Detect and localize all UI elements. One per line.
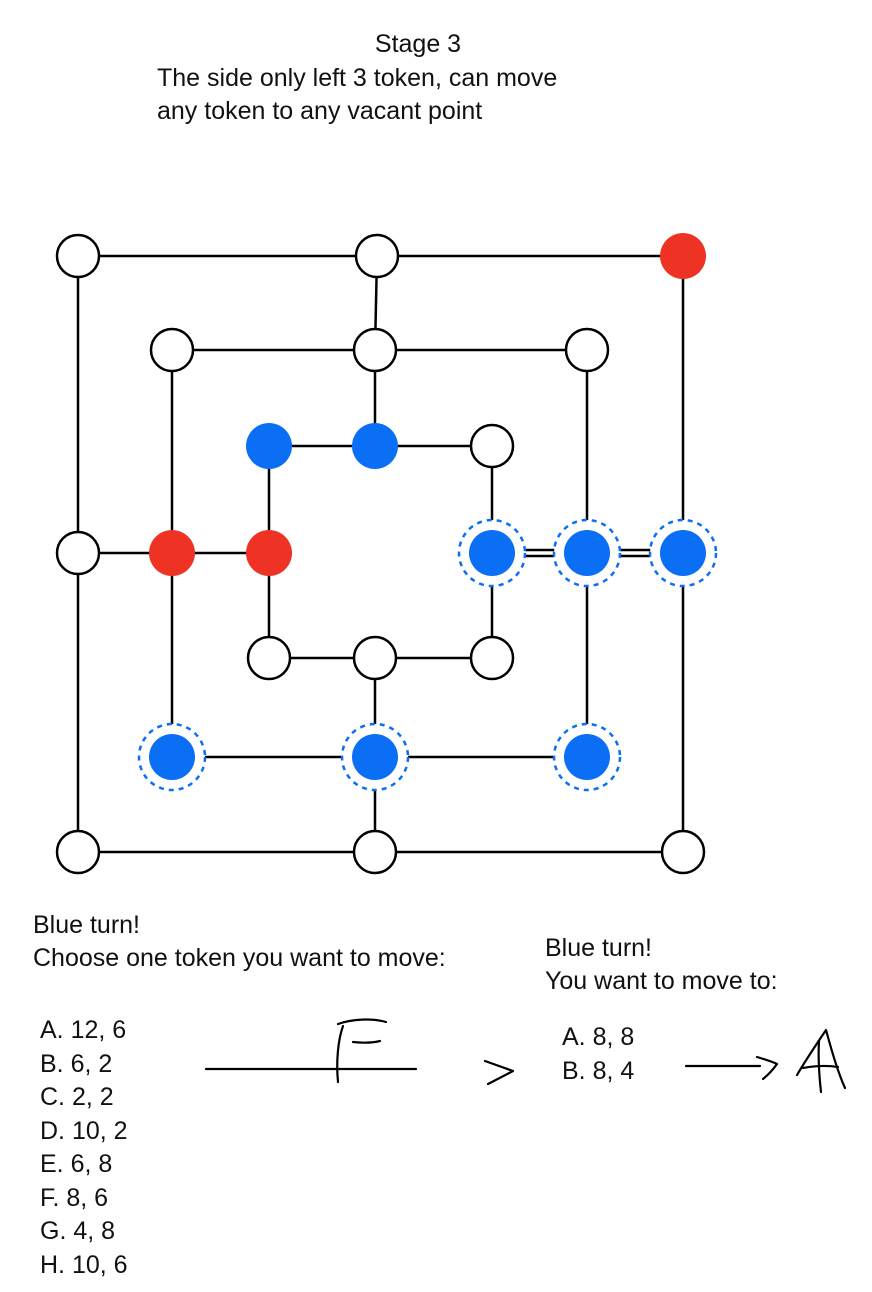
right-options: A. 8, 8 B. 8, 4 bbox=[562, 1021, 634, 1088]
option-c[interactable]: C. 2, 2 bbox=[40, 1083, 114, 1111]
blue-token-p-10-10[interactable] bbox=[564, 734, 610, 780]
option-h[interactable]: H. 10, 6 bbox=[40, 1250, 128, 1279]
blue-token-p-2-10[interactable] bbox=[149, 734, 195, 780]
option-e[interactable]: E. 6, 8 bbox=[40, 1150, 113, 1178]
board-highlights bbox=[137, 518, 718, 792]
empty-point-p-2-2[interactable] bbox=[149, 327, 195, 373]
handwritten-letter-a bbox=[795, 1028, 847, 1094]
stage-description-line-2: any token to any vacant point bbox=[157, 97, 483, 125]
empty-point-p-0-6[interactable] bbox=[55, 530, 101, 576]
left-prompt-question: Choose one token you want to move: bbox=[33, 944, 446, 972]
empty-point-p-12-12[interactable] bbox=[660, 829, 706, 875]
move-option-b[interactable]: B. 8, 4 bbox=[562, 1056, 635, 1085]
empty-point-p-0-12[interactable] bbox=[55, 829, 101, 875]
handwritten-arrow-icon bbox=[684, 1055, 779, 1081]
red-token-p-4-6[interactable] bbox=[246, 530, 292, 576]
stage-title: Stage 3 bbox=[374, 30, 462, 58]
left-options: A. 12, 6 B. 6, 2 C. 2, 2 D. 10, 2 E. 6, … bbox=[40, 1014, 128, 1282]
left-prompt: Blue turn! Choose one token you want to … bbox=[33, 909, 446, 975]
empty-point-p-8-4[interactable] bbox=[469, 423, 515, 469]
right-prompt-turn: Blue turn! bbox=[545, 934, 653, 962]
left-prompt-turn: Blue turn! bbox=[33, 911, 141, 939]
option-g[interactable]: G. 4, 8 bbox=[40, 1217, 116, 1245]
empty-point-p-8-8[interactable] bbox=[469, 635, 515, 681]
move-option-a[interactable]: A. 8, 8 bbox=[562, 1023, 635, 1051]
blue-token-p-10-6[interactable] bbox=[564, 530, 610, 576]
empty-point-p-6-0[interactable] bbox=[354, 233, 400, 279]
blue-token-p-8-6[interactable] bbox=[469, 530, 515, 576]
red-token-p-2-6[interactable] bbox=[149, 530, 195, 576]
option-d[interactable]: D. 10, 2 bbox=[40, 1116, 128, 1145]
empty-point-p-4-8[interactable] bbox=[246, 635, 292, 681]
empty-point-p-6-12[interactable] bbox=[352, 829, 398, 875]
right-prompt-question: You want to move to: bbox=[545, 967, 778, 995]
option-b[interactable]: B. 6, 2 bbox=[40, 1049, 113, 1078]
stage-description-line-1: The side only left 3 token, can move bbox=[157, 64, 558, 92]
blue-token-p-6-10[interactable] bbox=[352, 734, 398, 780]
stage-description: The side only left 3 token, can move any… bbox=[157, 62, 557, 128]
empty-point-p-0-0[interactable] bbox=[55, 233, 101, 279]
option-a[interactable]: A. 12, 6 bbox=[40, 1016, 127, 1044]
empty-point-p-6-8[interactable] bbox=[352, 635, 398, 681]
blue-token-p-12-6[interactable] bbox=[660, 530, 706, 576]
red-token-p-12-0[interactable] bbox=[660, 233, 706, 279]
empty-point-p-6-2[interactable] bbox=[352, 327, 398, 373]
blue-token-p-4-4[interactable] bbox=[246, 423, 292, 469]
game-board bbox=[55, 233, 718, 875]
board-points bbox=[55, 233, 706, 875]
option-f[interactable]: F. 8, 6 bbox=[40, 1183, 109, 1212]
blue-token-p-6-4[interactable] bbox=[352, 423, 398, 469]
right-prompt: Blue turn! You want to move to: bbox=[545, 932, 778, 998]
chevron-right-icon bbox=[483, 1059, 515, 1086]
handwritten-letter-f bbox=[336, 1018, 388, 1084]
empty-point-p-10-2[interactable] bbox=[564, 327, 610, 373]
